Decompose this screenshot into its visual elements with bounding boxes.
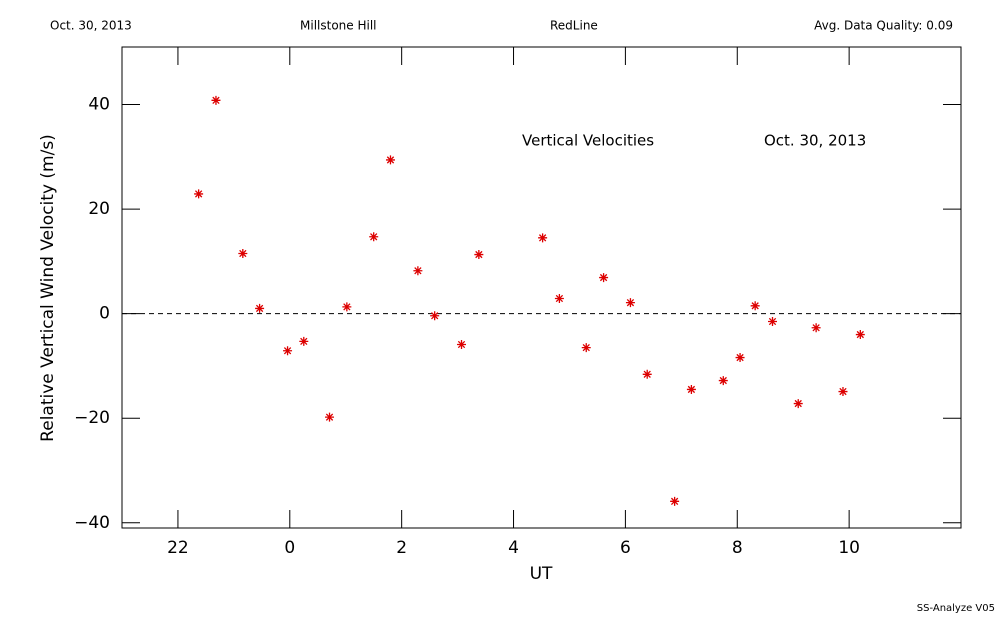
point (325, 412, 335, 422)
point (670, 496, 680, 506)
header-site: Millstone Hill (300, 19, 376, 33)
point (735, 353, 745, 363)
y-tick-label: 0 (99, 304, 110, 324)
header-line: RedLine (550, 19, 598, 33)
point (283, 346, 293, 356)
point (238, 249, 248, 259)
point (838, 387, 848, 397)
point (211, 95, 221, 105)
y-tick-label: 20 (88, 199, 110, 219)
point (625, 298, 635, 308)
point (474, 250, 484, 260)
point (554, 293, 564, 303)
y-tick-label: 40 (88, 95, 110, 115)
y-axis-label: Relative Vertical Wind Velocity (m/s) (38, 134, 58, 442)
point (642, 369, 652, 379)
point (581, 343, 591, 353)
x-tick-label: 0 (284, 538, 295, 558)
point (342, 302, 352, 312)
y-tick-label: −40 (74, 513, 110, 533)
x-tick-label: 4 (508, 538, 519, 558)
point (793, 399, 803, 409)
point (599, 273, 609, 283)
footer: SS-Analyze V05 (917, 603, 995, 614)
point (855, 330, 865, 340)
point (413, 266, 423, 276)
plot-frame (121, 46, 962, 529)
point (750, 301, 760, 311)
point (811, 323, 821, 333)
x-tick-label: 8 (732, 538, 743, 558)
point (385, 155, 395, 165)
point (194, 189, 204, 199)
x-tick-label: 2 (396, 538, 407, 558)
header-quality: Avg. Data Quality: 0.09 (814, 19, 953, 33)
point (686, 384, 696, 394)
annotation: Vertical Velocities (522, 132, 654, 150)
point (457, 339, 467, 349)
y-tick-label: −20 (74, 408, 110, 428)
annotation: Oct. 30, 2013 (764, 132, 866, 150)
point (768, 316, 778, 326)
x-tick-label: 22 (167, 538, 189, 558)
point (538, 233, 548, 243)
header-date: Oct. 30, 2013 (50, 19, 132, 33)
point (255, 303, 265, 313)
point (430, 311, 440, 321)
x-tick-label: 6 (620, 538, 631, 558)
x-tick-label: 10 (838, 538, 860, 558)
point (718, 376, 728, 386)
x-axis-label: UT (530, 564, 553, 584)
point (299, 336, 309, 346)
point (369, 232, 379, 242)
